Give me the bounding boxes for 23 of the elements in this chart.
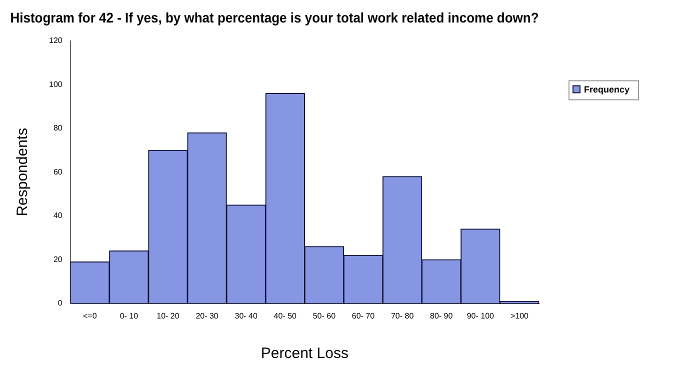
x-tick-label: <=0 (82, 311, 98, 320)
x-tick-label: 40- 50 (274, 311, 298, 320)
y-tick-label: 100 (48, 80, 63, 89)
x-tick-label: 50- 60 (312, 311, 336, 320)
x-tick-label: 0- 10 (120, 311, 139, 320)
x-tick-label: 30- 40 (234, 311, 258, 320)
y-tick-label: 40 (53, 211, 63, 220)
y-tick-label: 60 (53, 167, 63, 176)
x-tick-label: 60- 70 (352, 311, 376, 320)
y-axis-title: Respondents (14, 128, 32, 216)
x-tick-label: 20- 30 (196, 311, 219, 320)
legend-label: Frequency (584, 84, 630, 94)
x-axis-title: Percent Loss (260, 345, 348, 362)
x-tick-label: 10- 20 (156, 311, 180, 320)
y-tick-label: 20 (53, 254, 63, 264)
x-tick-label: >100 (510, 311, 530, 320)
y-tick-label: 120 (48, 36, 63, 46)
y-tick-label: 0 (58, 298, 63, 308)
x-tick-label: 70- 80 (390, 311, 414, 320)
y-tick-label: 80 (53, 124, 63, 133)
chart-title: Histogram for 42 - If yes, by what percentage is your total work related income down? (10, 10, 539, 26)
x-tick-label: 90- 100 (466, 311, 495, 320)
x-tick-label: 80- 90 (430, 311, 454, 320)
